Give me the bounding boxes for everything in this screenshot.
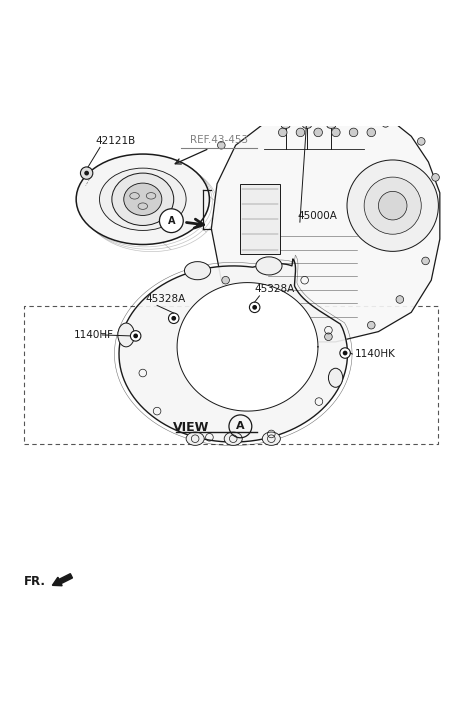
Ellipse shape bbox=[281, 124, 290, 129]
Circle shape bbox=[378, 191, 407, 220]
Bar bbox=[240, 184, 280, 254]
Ellipse shape bbox=[256, 257, 282, 275]
Circle shape bbox=[396, 296, 404, 303]
Circle shape bbox=[133, 334, 138, 338]
Circle shape bbox=[422, 257, 429, 265]
Circle shape bbox=[270, 333, 278, 340]
Circle shape bbox=[382, 120, 389, 127]
Text: 45000A: 45000A bbox=[298, 211, 337, 221]
Text: 45328A: 45328A bbox=[255, 284, 295, 294]
Circle shape bbox=[332, 128, 340, 137]
Circle shape bbox=[130, 331, 141, 341]
Ellipse shape bbox=[186, 432, 204, 446]
Circle shape bbox=[252, 305, 257, 310]
Circle shape bbox=[343, 350, 347, 356]
Ellipse shape bbox=[112, 173, 174, 225]
Text: 1140HF: 1140HF bbox=[74, 330, 114, 340]
Circle shape bbox=[249, 302, 260, 313]
Ellipse shape bbox=[118, 323, 134, 347]
Circle shape bbox=[417, 137, 425, 145]
Ellipse shape bbox=[99, 168, 186, 230]
Polygon shape bbox=[211, 100, 440, 342]
Circle shape bbox=[242, 116, 249, 124]
Text: 42121B: 42121B bbox=[95, 136, 136, 146]
Ellipse shape bbox=[76, 154, 209, 244]
Text: VIEW: VIEW bbox=[173, 421, 209, 434]
Circle shape bbox=[159, 209, 183, 233]
Text: 45328A: 45328A bbox=[145, 294, 186, 304]
Text: A: A bbox=[236, 422, 245, 431]
Circle shape bbox=[171, 316, 176, 321]
FancyArrow shape bbox=[52, 574, 72, 586]
Circle shape bbox=[339, 107, 347, 114]
Polygon shape bbox=[177, 283, 318, 411]
Text: REF.43-453: REF.43-453 bbox=[190, 135, 248, 145]
Text: FR.: FR. bbox=[24, 575, 46, 588]
Circle shape bbox=[314, 128, 322, 137]
Circle shape bbox=[278, 128, 287, 137]
Circle shape bbox=[367, 128, 376, 137]
Text: A: A bbox=[168, 216, 175, 225]
Circle shape bbox=[349, 128, 358, 137]
Circle shape bbox=[340, 348, 350, 358]
Ellipse shape bbox=[184, 262, 210, 280]
Circle shape bbox=[218, 142, 225, 149]
Circle shape bbox=[289, 107, 297, 114]
Circle shape bbox=[239, 323, 247, 330]
Circle shape bbox=[347, 160, 438, 252]
Circle shape bbox=[325, 333, 332, 340]
Circle shape bbox=[222, 276, 229, 284]
Circle shape bbox=[80, 167, 93, 180]
Ellipse shape bbox=[124, 183, 162, 215]
Ellipse shape bbox=[224, 432, 242, 446]
Circle shape bbox=[364, 177, 421, 234]
Circle shape bbox=[367, 321, 375, 329]
Ellipse shape bbox=[327, 124, 336, 129]
Text: 1140HK: 1140HK bbox=[355, 349, 396, 359]
Ellipse shape bbox=[262, 432, 280, 446]
Circle shape bbox=[169, 313, 179, 324]
Circle shape bbox=[296, 128, 305, 137]
Circle shape bbox=[432, 174, 439, 181]
Polygon shape bbox=[119, 259, 347, 442]
Ellipse shape bbox=[328, 369, 343, 387]
Circle shape bbox=[84, 171, 89, 175]
Ellipse shape bbox=[303, 124, 311, 129]
